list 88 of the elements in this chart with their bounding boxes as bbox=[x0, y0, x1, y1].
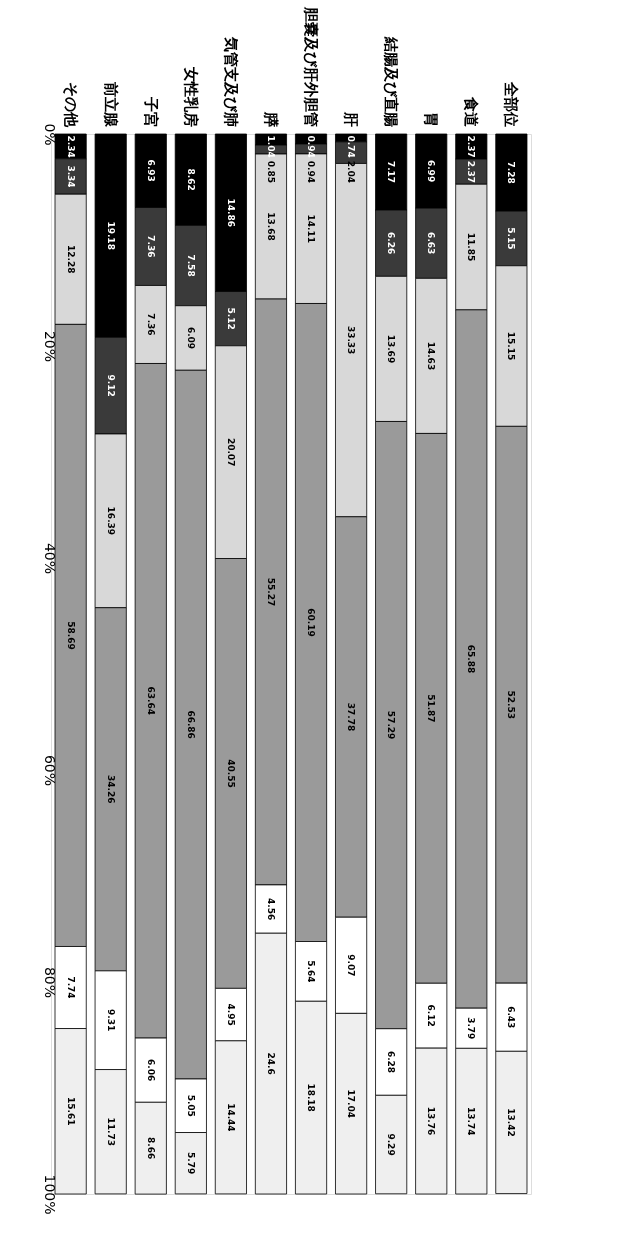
data-label: 7.58 bbox=[185, 254, 196, 277]
data-label: 16.39 bbox=[105, 506, 116, 536]
y-tick-label: 100% bbox=[41, 1174, 58, 1215]
data-label: 6.63 bbox=[426, 232, 437, 255]
data-label: 65.88 bbox=[466, 644, 477, 674]
data-label: 8.66 bbox=[145, 1137, 156, 1160]
x-tick-label: 膵 bbox=[261, 110, 280, 127]
data-label: 0.85 bbox=[265, 160, 276, 183]
data-label: 13.69 bbox=[386, 334, 397, 364]
data-label: 14.11 bbox=[306, 214, 317, 243]
data-label: 5.12 bbox=[225, 307, 236, 330]
data-label: 5.15 bbox=[506, 227, 517, 250]
data-label: 14.63 bbox=[426, 341, 437, 371]
data-label: 15.15 bbox=[506, 331, 517, 361]
data-label: 7.74 bbox=[65, 976, 76, 999]
data-label: 34.26 bbox=[105, 775, 116, 804]
data-label: 2.04 bbox=[346, 160, 357, 183]
y-tick-label: 20% bbox=[41, 330, 58, 363]
data-label: 14.86 bbox=[225, 198, 236, 227]
data-label: 3.34 bbox=[65, 165, 76, 188]
data-label: 6.43 bbox=[506, 1006, 517, 1029]
data-label: 4.56 bbox=[265, 897, 276, 921]
data-label: 7.36 bbox=[145, 235, 156, 258]
data-label: 33.33 bbox=[346, 325, 357, 355]
data-label: 3.79 bbox=[466, 1017, 477, 1040]
x-tick-label: 結腸及び直腸 bbox=[382, 35, 401, 127]
x-tick-label: 胃 bbox=[422, 111, 441, 127]
data-label: 0.94 bbox=[306, 160, 317, 183]
data-label: 58.69 bbox=[65, 621, 76, 650]
data-label: 5.64 bbox=[306, 960, 317, 983]
data-label: 55.27 bbox=[265, 577, 276, 607]
data-label: 66.86 bbox=[185, 710, 196, 739]
data-label: 5.79 bbox=[185, 1152, 196, 1175]
x-tick-label: 肝 bbox=[342, 110, 361, 127]
data-label: 13.42 bbox=[506, 1108, 517, 1137]
data-label: 18.18 bbox=[306, 1083, 317, 1112]
data-label: 9.12 bbox=[105, 374, 116, 397]
x-tick-label: 前立腺 bbox=[101, 80, 120, 128]
data-label: 9.07 bbox=[346, 954, 357, 977]
data-label: 12.28 bbox=[65, 245, 76, 274]
data-label: 11.85 bbox=[466, 232, 477, 262]
data-label: 14.44 bbox=[225, 1103, 236, 1132]
data-label: 20.07 bbox=[225, 437, 236, 467]
data-label: 6.12 bbox=[426, 1004, 437, 1027]
data-label: 6.26 bbox=[386, 232, 397, 255]
data-label: 13.74 bbox=[466, 1106, 477, 1136]
x-tick-label: 食道 bbox=[462, 95, 481, 128]
data-label: 7.28 bbox=[506, 161, 517, 184]
data-label: 6.93 bbox=[145, 159, 156, 182]
data-label: 24.6 bbox=[265, 1052, 276, 1075]
data-label: 63.64 bbox=[145, 686, 156, 716]
data-label: 51.87 bbox=[426, 694, 437, 723]
data-label: 0.74 bbox=[346, 135, 357, 158]
x-tick-label: その他 bbox=[61, 81, 80, 128]
data-label: 6.99 bbox=[426, 159, 437, 183]
data-label: 2.37 bbox=[466, 135, 477, 158]
data-label: 40.55 bbox=[225, 759, 236, 788]
data-label: 4.95 bbox=[225, 1003, 236, 1026]
data-label: 7.36 bbox=[145, 313, 156, 336]
data-label: 37.78 bbox=[346, 702, 357, 732]
data-label: 60.19 bbox=[306, 608, 317, 637]
data-label: 15.61 bbox=[65, 1097, 76, 1126]
data-label: 17.04 bbox=[346, 1089, 357, 1118]
data-label: 8.62 bbox=[185, 168, 196, 191]
x-tick-label: 気管支及び肺 bbox=[221, 35, 240, 127]
data-label: 9.29 bbox=[386, 1133, 397, 1156]
x-tick-label: 胆嚢及び肝外胆管 bbox=[302, 5, 321, 127]
data-label: 6.09 bbox=[185, 326, 196, 350]
y-tick-label: 80% bbox=[41, 966, 58, 999]
data-label: 6.28 bbox=[386, 1050, 397, 1074]
x-tick-label: 子宮 bbox=[141, 95, 160, 127]
data-label: 11.73 bbox=[105, 1117, 116, 1146]
data-label: 5.05 bbox=[185, 1094, 196, 1117]
data-label: 57.29 bbox=[386, 710, 397, 740]
data-label: 13.68 bbox=[265, 212, 276, 241]
data-label: 52.53 bbox=[506, 690, 517, 719]
y-tick-label: 40% bbox=[41, 542, 58, 575]
data-label: 2.34 bbox=[65, 135, 76, 158]
data-label: 6.06 bbox=[145, 1059, 156, 1082]
data-label: 7.17 bbox=[386, 160, 397, 184]
data-label: 9.31 bbox=[105, 1009, 116, 1032]
data-label: 2.37 bbox=[466, 160, 477, 183]
y-tick-label: 60% bbox=[41, 754, 58, 787]
data-label: 13.76 bbox=[426, 1106, 437, 1136]
y-tick-label: 0% bbox=[41, 123, 58, 146]
x-tick-label: 女性乳房 bbox=[181, 65, 200, 127]
x-tick-label: 全部位 bbox=[502, 80, 521, 127]
data-label: 19.18 bbox=[105, 221, 116, 250]
